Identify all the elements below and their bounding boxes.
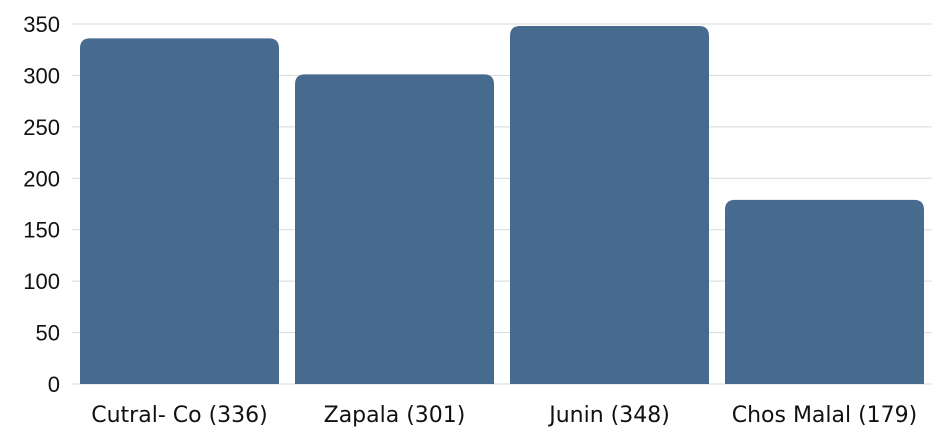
y-tick-label: 100 [23,269,60,294]
x-category-label: Cutral- Co (336) [91,403,267,428]
y-tick-label: 350 [23,12,60,37]
y-tick-label: 200 [23,166,60,191]
bar-0 [80,38,279,385]
y-tick-label: 150 [23,218,60,243]
x-category-label: Junin (348) [547,403,670,428]
x-category-label: Chos Malal (179) [732,403,918,428]
y-tick-label: 300 [23,63,60,88]
bar-2 [510,26,709,385]
y-axis: 0 50 100 150 200 250 300 350 [23,12,60,397]
bars [80,26,924,385]
x-category-label: Zapala (301) [324,403,466,428]
bar-1 [295,74,494,385]
bar-3 [725,199,924,384]
y-tick-label: 0 [48,372,60,397]
y-tick-label: 250 [23,115,60,140]
x-axis: Cutral- Co (336) Zapala (301) Junin (348) C… [91,403,917,428]
y-tick-label: 50 [36,321,60,346]
